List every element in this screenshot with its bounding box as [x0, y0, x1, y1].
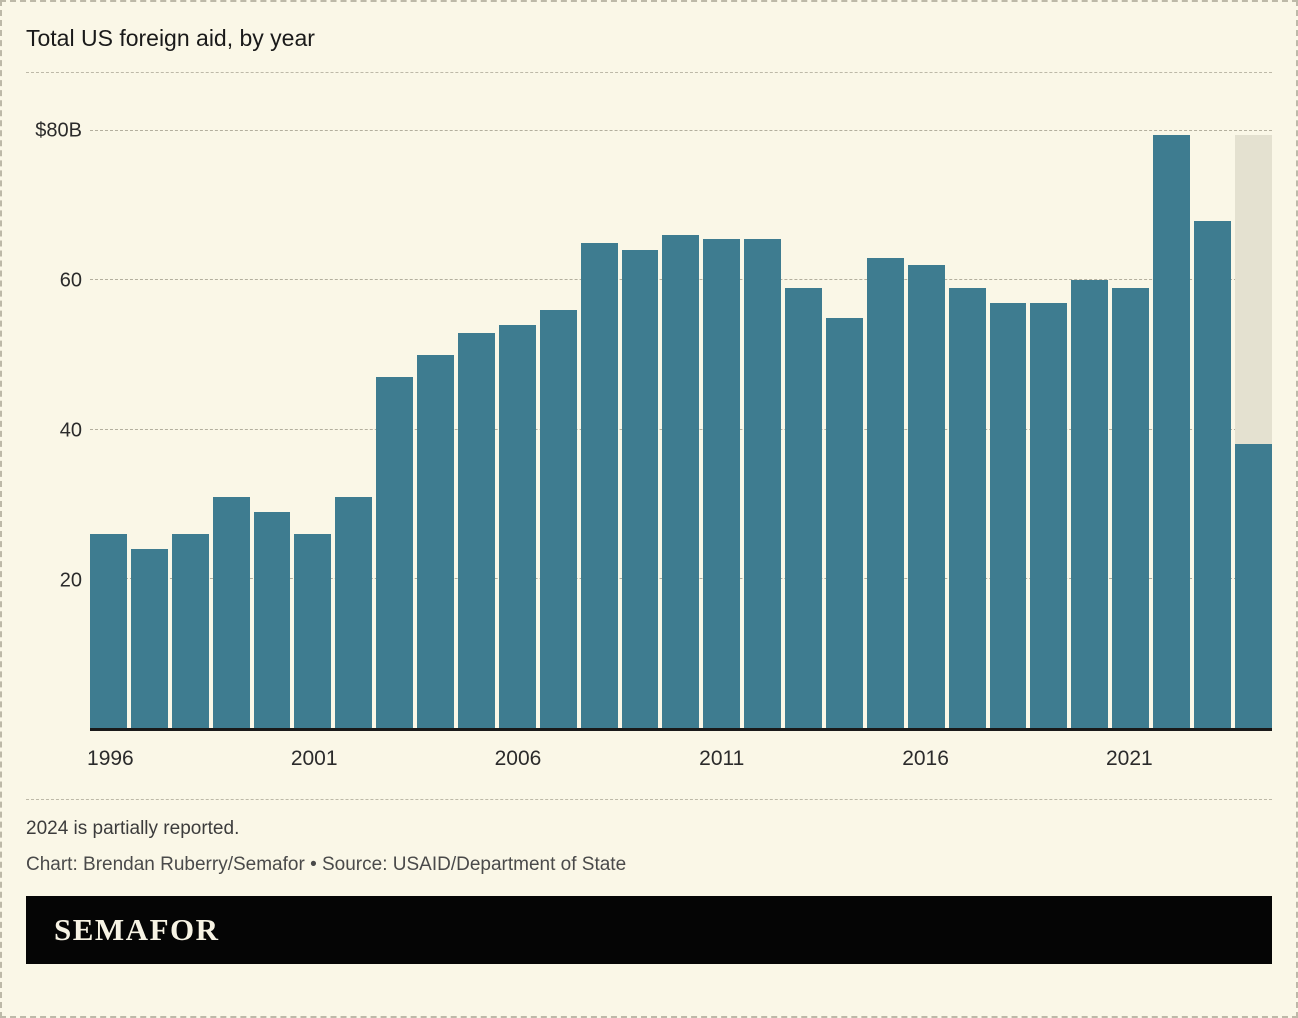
bar-2013 [785, 287, 823, 728]
y-tick-label-40: 40 [59, 419, 82, 442]
footer-bar: SEMAFOR [26, 896, 1272, 964]
bar-slot-2015 [866, 131, 904, 728]
bar-2019 [1030, 302, 1068, 728]
bar-slot-2017 [948, 131, 986, 728]
bar-1998 [171, 533, 209, 728]
bar-2022 [1153, 134, 1191, 728]
chart-title: Total US foreign aid, by year [26, 25, 315, 51]
bar-slot-2006 [498, 131, 536, 728]
divider-top [26, 72, 1272, 73]
bar-2021 [1112, 287, 1150, 728]
chart: $80B 60 40 20 1996 2001 2006 2011 2016 2021 [26, 120, 1272, 781]
bar-slot-2001 [294, 131, 332, 728]
bar-slot-2019 [1030, 131, 1068, 728]
bar-2008 [580, 242, 618, 728]
bar-2014 [826, 317, 863, 728]
divider-bottom [26, 799, 1272, 800]
bar-2015 [866, 257, 904, 728]
bar-slot-1996 [90, 131, 127, 728]
bar-2023 [1194, 220, 1231, 728]
bar-2006 [498, 325, 536, 728]
x-tick-label-2016: 2016 [902, 747, 949, 770]
bar-2012 [744, 239, 782, 728]
bar-1996 [90, 533, 127, 728]
bar-slot-1998 [171, 131, 209, 728]
y-tick-label-60: 60 [59, 269, 82, 292]
bar-2004 [417, 354, 455, 728]
bars-container [90, 131, 1272, 728]
bar-slot-2007 [539, 131, 577, 728]
bar-slot-2018 [989, 131, 1027, 728]
bar-slot-2023 [1194, 131, 1231, 728]
x-tick-label-2011: 2011 [699, 747, 745, 770]
bar-slot-2009 [621, 131, 659, 728]
x-tick-label-2006: 2006 [494, 747, 542, 770]
bar-2016 [907, 265, 945, 728]
bar-slot-2013 [785, 131, 823, 728]
bar-slot-2012 [744, 131, 782, 728]
bar-2001 [294, 533, 332, 728]
bar-slot-2005 [458, 131, 495, 728]
bar-2002 [335, 496, 373, 728]
bar-2007 [539, 310, 577, 728]
y-axis: $80B 60 40 20 [26, 120, 90, 731]
bar-slot-2021 [1112, 131, 1150, 728]
bar-2003 [376, 377, 414, 728]
gridline-80 [90, 130, 1272, 131]
bar-slot-2014 [826, 131, 863, 728]
x-tick-label-2021: 2021 [1105, 747, 1153, 770]
bar-slot-2022 [1153, 131, 1191, 728]
bar-slot-2002 [335, 131, 373, 728]
bar-1997 [130, 548, 168, 728]
bar-2011 [703, 239, 741, 728]
bar-2000 [253, 511, 291, 728]
plot-row: $80B 60 40 20 [26, 120, 1272, 731]
bar-slot-2020 [1071, 131, 1109, 728]
bar-slot-1999 [212, 131, 250, 728]
bar-slot-1997 [130, 131, 168, 728]
bar-slot-2024 [1234, 131, 1272, 728]
bar-slot-2004 [417, 131, 455, 728]
bar-slot-2000 [253, 131, 291, 728]
plot-area [90, 130, 1272, 731]
bar-slot-2010 [662, 131, 700, 728]
bar-2018 [989, 302, 1027, 728]
x-tick-label-1996: 1996 [87, 747, 134, 770]
chart-credit: Chart: Brendan Ruberry/Semafor • Source:… [26, 854, 627, 875]
bar-slot-2011 [703, 131, 741, 728]
bar-1999 [212, 496, 250, 728]
bar-2017 [948, 287, 986, 728]
bar-2009 [621, 250, 659, 728]
y-tick-label-80: $80B [35, 119, 82, 142]
chart-note: 2024 is partially reported. [26, 818, 240, 839]
bar-slot-2016 [907, 131, 945, 728]
bar-2024 [1234, 444, 1272, 728]
bar-2010 [662, 235, 700, 728]
y-tick-label-20: 20 [59, 569, 82, 592]
x-tick-label-2001: 2001 [290, 747, 338, 770]
bar-slot-2008 [580, 131, 618, 728]
bar-2020 [1071, 280, 1109, 728]
bar-slot-2003 [376, 131, 414, 728]
semafor-logo: SEMAFOR [54, 912, 220, 947]
x-axis: 1996 2001 2006 2011 2016 2021 [87, 731, 1272, 781]
bar-2005 [458, 332, 495, 728]
